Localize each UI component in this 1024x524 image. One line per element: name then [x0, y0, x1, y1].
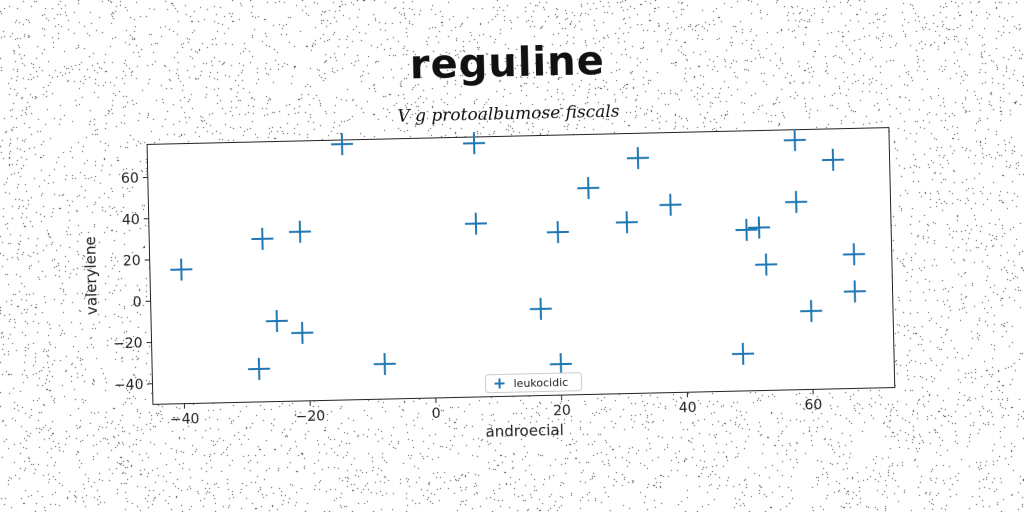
y-tick-label: 40 [122, 212, 140, 228]
x-tick-label: 20 [553, 403, 571, 419]
x-tick-label: 60 [804, 397, 822, 413]
y-axis-label: valerylene [81, 236, 101, 315]
x-tick-label: −20 [296, 408, 326, 425]
x-tick-label: −40 [170, 411, 200, 428]
y-tick-label: −20 [113, 336, 143, 353]
y-tick-label: −40 [114, 377, 144, 394]
x-tick-label: 40 [679, 400, 697, 416]
x-axis-label: androecial [485, 421, 564, 441]
x-tick-label: 0 [432, 406, 441, 422]
legend: leukocidic [485, 373, 581, 393]
legend-label: leukocidic [513, 376, 568, 390]
y-tick-label: 60 [121, 171, 139, 187]
y-tick-label: 0 [133, 294, 142, 310]
y-tick-label: 20 [123, 253, 141, 269]
